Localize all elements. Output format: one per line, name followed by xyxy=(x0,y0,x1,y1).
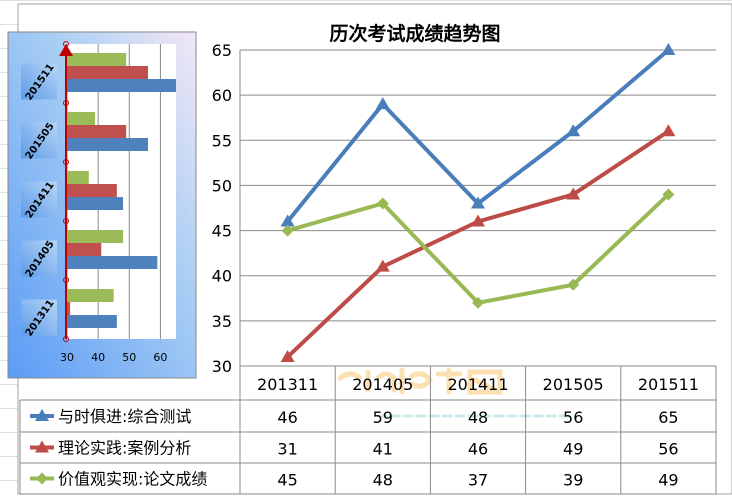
axis-arrow-icon xyxy=(59,44,73,56)
selection-handle[interactable] xyxy=(63,100,69,106)
y-tick-label: 55 xyxy=(212,131,232,150)
y-tick-label: 30 xyxy=(212,357,232,376)
y-tick-label: 50 xyxy=(212,176,232,195)
data-point-marker xyxy=(661,124,676,137)
legend-series-name: 价值观实现:论文成绩 xyxy=(58,470,207,489)
data-point-marker xyxy=(471,214,485,227)
table-cell-value: 31 xyxy=(277,440,297,459)
data-point-marker xyxy=(280,349,295,362)
inset-bar xyxy=(67,230,124,243)
table-cell-value: 49 xyxy=(563,440,583,459)
y-tick-label: 65 xyxy=(212,41,232,60)
selection-handle[interactable] xyxy=(63,159,69,165)
data-point-marker xyxy=(375,97,390,110)
x-category-label: 201411 xyxy=(447,375,508,394)
inset-bar xyxy=(67,256,158,269)
table-cell-value: 48 xyxy=(373,471,393,490)
inset-category-tag xyxy=(21,240,57,277)
legend-marker-icon xyxy=(35,409,49,421)
table-cell-value: 41 xyxy=(373,440,393,459)
table-cell-value: 65 xyxy=(658,408,678,427)
inset-x-tick-label: 30 xyxy=(60,351,74,364)
inset-bar xyxy=(67,79,176,92)
table-cell-value: 46 xyxy=(468,440,488,459)
selection-handle[interactable] xyxy=(63,277,69,283)
data-point-marker xyxy=(471,196,485,209)
x-category-label: 201505 xyxy=(543,375,604,394)
inset-bar xyxy=(67,184,117,197)
inset-x-tick-label: 60 xyxy=(153,351,167,364)
y-tick-label: 60 xyxy=(212,86,232,105)
inset-bar xyxy=(67,53,127,66)
selection-handle[interactable] xyxy=(63,336,69,342)
inset-bar xyxy=(67,315,117,328)
inset-x-tick-label: 40 xyxy=(91,351,105,364)
data-point-marker xyxy=(661,43,676,55)
data-point-marker xyxy=(472,296,484,309)
x-category-label: 201405 xyxy=(352,375,413,394)
inset-bar xyxy=(67,243,102,256)
data-point-marker xyxy=(280,214,295,227)
data-point-marker xyxy=(566,124,581,137)
data-point-marker xyxy=(376,197,389,210)
legend-series-name: 与时俱进:综合测试 xyxy=(58,407,191,426)
inset-bar xyxy=(67,302,71,315)
table-cell-value: 49 xyxy=(658,471,678,490)
inset-bar xyxy=(67,197,124,210)
x-category-label: 201311 xyxy=(257,375,318,394)
inset-category-tag xyxy=(21,63,57,100)
legend-marker-icon xyxy=(36,472,48,485)
data-point-marker xyxy=(662,188,675,201)
table-cell-value: 48 xyxy=(468,408,488,427)
data-point-marker xyxy=(375,259,390,272)
inset-bar xyxy=(67,138,148,151)
legend-series-name: 理论实践:案例分析 xyxy=(58,439,191,458)
y-tick-label: 35 xyxy=(212,312,232,331)
x-category-label: 201511 xyxy=(638,375,699,394)
selection-handle[interactable] xyxy=(63,41,69,47)
inset-category-tag xyxy=(21,299,57,336)
table-cell-value: 46 xyxy=(277,408,297,427)
table-cell-value: 56 xyxy=(563,408,583,427)
selection-handle[interactable] xyxy=(63,218,69,224)
inset-bar xyxy=(67,66,148,79)
y-tick-label: 45 xyxy=(212,222,232,241)
data-point-marker xyxy=(567,278,580,291)
inset-bar xyxy=(67,171,89,184)
data-point-marker xyxy=(281,224,294,237)
table-cell-value: 56 xyxy=(658,440,678,459)
table-cell-value: 59 xyxy=(373,408,393,427)
inset-bar xyxy=(67,112,96,125)
y-tick-label: 40 xyxy=(212,267,232,286)
data-point-marker xyxy=(566,187,581,200)
inset-bar xyxy=(67,125,127,138)
legend-marker-icon xyxy=(35,440,49,453)
table-cell-value: 37 xyxy=(468,471,488,490)
chart-title: 历次考试成绩趋势图 xyxy=(329,22,500,45)
inset-x-tick-label: 50 xyxy=(122,351,136,364)
inset-bar xyxy=(67,289,114,302)
inset-category-tag xyxy=(21,181,57,218)
inset-category-tag xyxy=(21,122,57,159)
table-cell-value: 45 xyxy=(277,471,297,490)
table-cell-value: 39 xyxy=(563,471,583,490)
